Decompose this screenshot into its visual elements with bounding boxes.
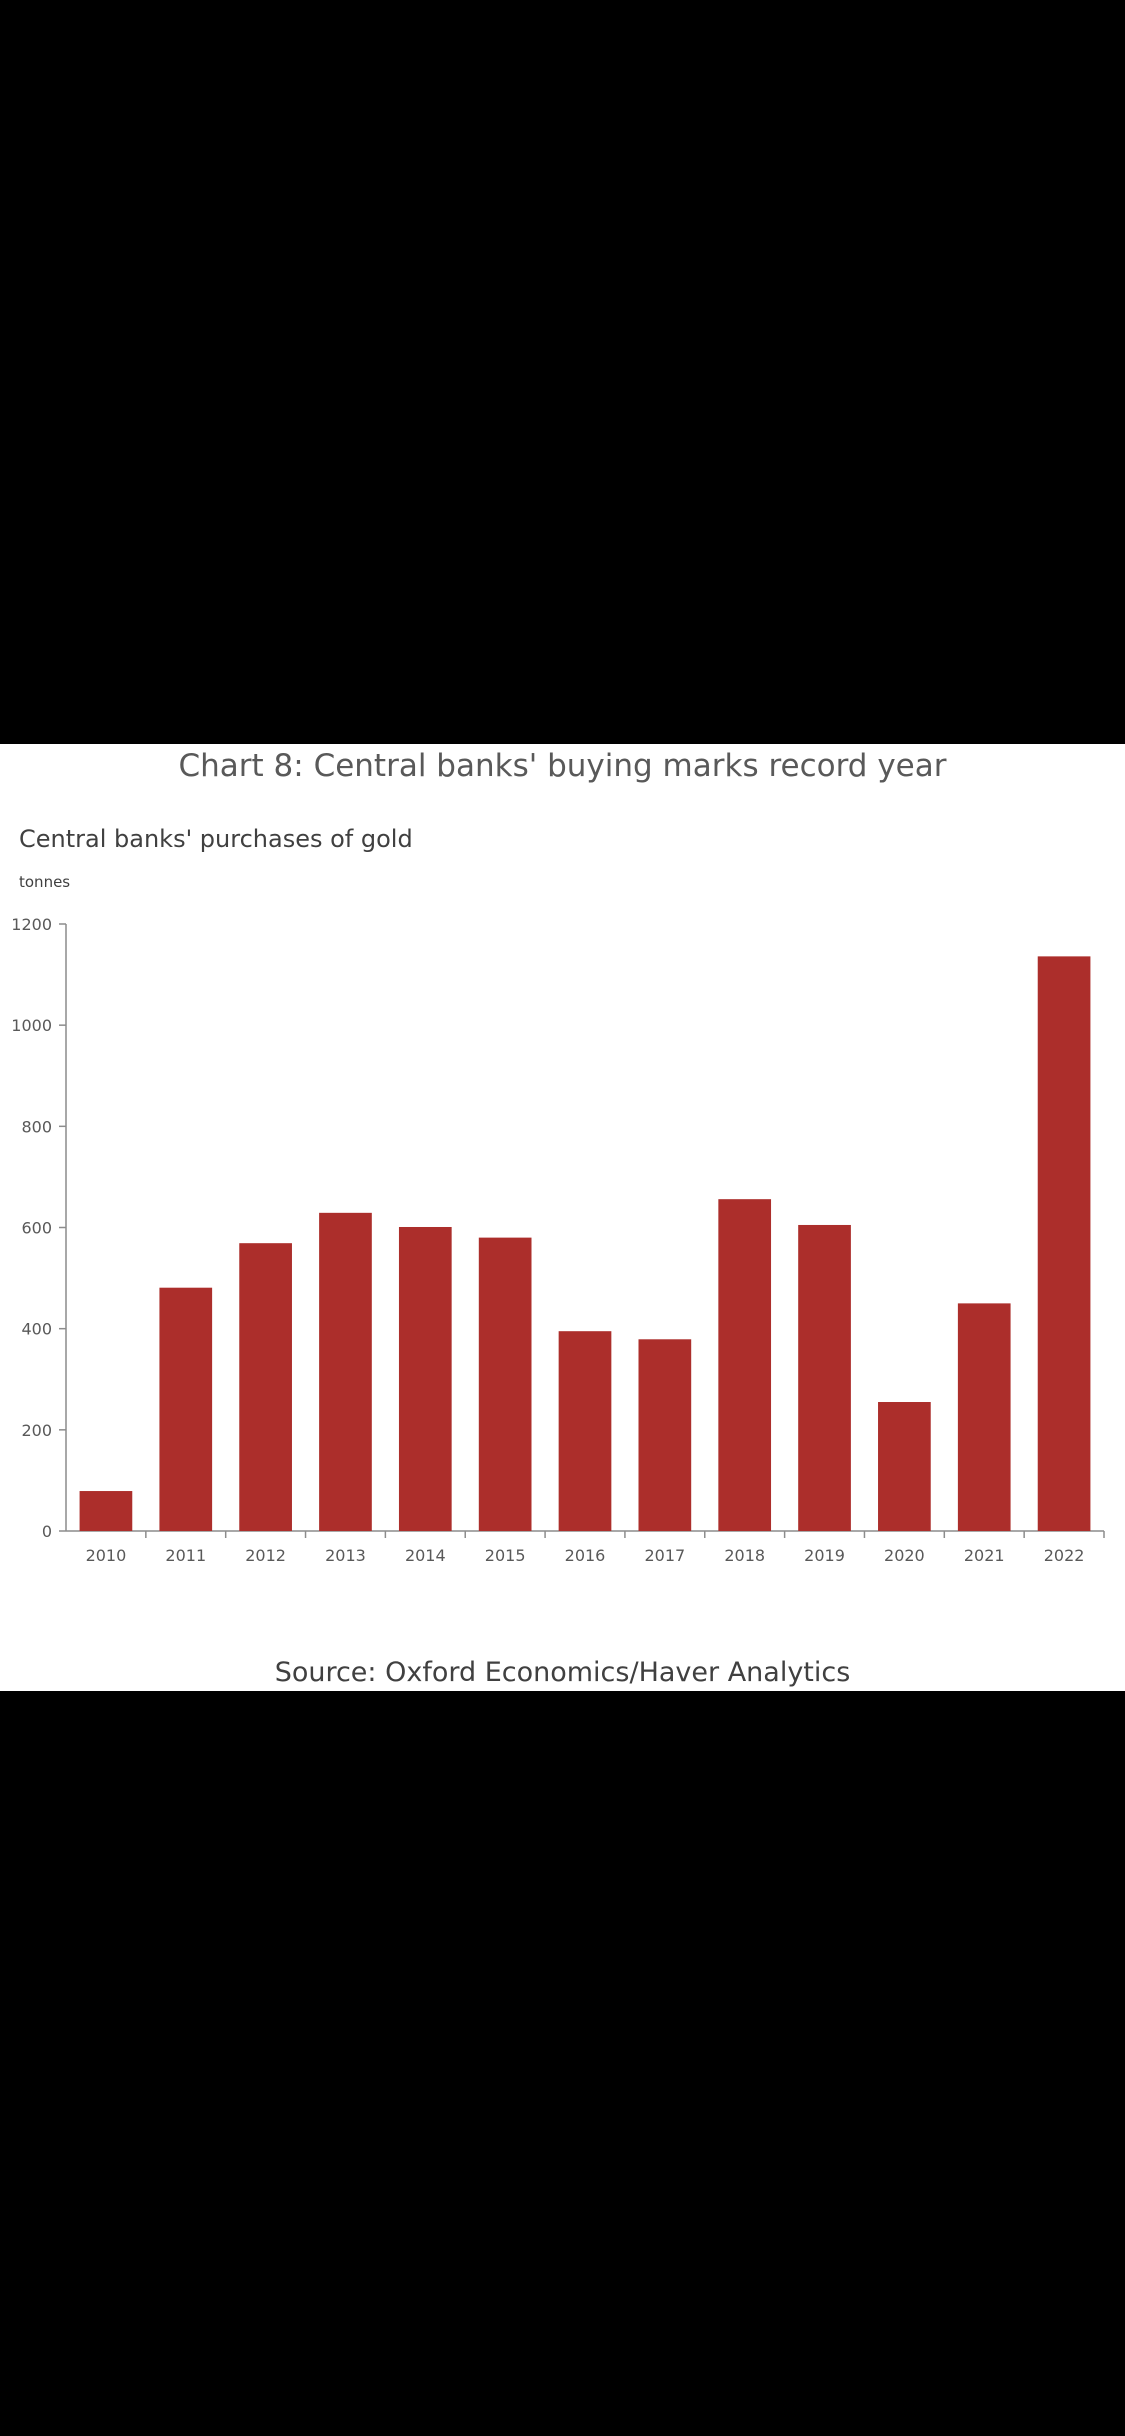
bar-2019 xyxy=(798,1224,851,1531)
x-tick-label: 2016 xyxy=(565,1546,606,1565)
bar-2010 xyxy=(79,1491,133,1531)
y-tick-label: 800 xyxy=(21,1117,52,1136)
y-axis-unit-label: tonnes xyxy=(19,873,71,891)
x-tick-label: 2015 xyxy=(485,1546,526,1565)
bar-2018 xyxy=(718,1199,772,1531)
bar-2016 xyxy=(558,1331,612,1531)
x-tick-label: 2018 xyxy=(724,1546,765,1565)
bar-2011 xyxy=(159,1287,213,1531)
y-tick-label: 0 xyxy=(42,1522,52,1541)
x-tick-label: 2012 xyxy=(245,1546,286,1565)
x-tick-label: 2013 xyxy=(325,1546,366,1565)
x-tick-label: 2019 xyxy=(804,1546,845,1565)
bar-2021 xyxy=(957,1303,1011,1531)
chart-subtitle: Central banks' purchases of gold xyxy=(19,825,413,853)
y-tick-label: 200 xyxy=(21,1421,52,1440)
x-tick-label: 2022 xyxy=(1044,1546,1085,1565)
y-tick-label: 1200 xyxy=(11,915,52,934)
x-tick-label: 2017 xyxy=(644,1546,685,1565)
x-tick-label: 2010 xyxy=(86,1546,127,1565)
y-tick-label: 1000 xyxy=(11,1016,52,1035)
bar-2012 xyxy=(239,1243,292,1531)
bar-2017 xyxy=(638,1339,692,1531)
y-axis: 0 200 400 600 800 1000 1200 xyxy=(11,915,67,1541)
x-tick-label: 2020 xyxy=(884,1546,925,1565)
bar-2020 xyxy=(878,1402,931,1531)
x-tick-label: 2011 xyxy=(165,1546,206,1565)
bar-2022 xyxy=(1037,956,1091,1531)
source-note: Source: Oxford Economics/Haver Analytics xyxy=(274,1657,851,1688)
y-tick-label: 600 xyxy=(21,1219,52,1238)
bar-2013 xyxy=(319,1212,372,1531)
bar-2014 xyxy=(398,1226,452,1531)
y-tick-label: 400 xyxy=(21,1320,52,1339)
x-axis: 2010 2011 2012 2013 2014 2015 2016 2017 2018 2019… xyxy=(66,1530,1105,1565)
bar-2015 xyxy=(478,1237,532,1531)
x-tick-label: 2014 xyxy=(405,1546,446,1565)
chart-panel xyxy=(0,744,1125,1691)
x-tick-label: 2021 xyxy=(964,1546,1005,1565)
bars xyxy=(79,956,1091,1531)
chart-title: Chart 8: Central banks' buying marks rec… xyxy=(178,748,947,784)
